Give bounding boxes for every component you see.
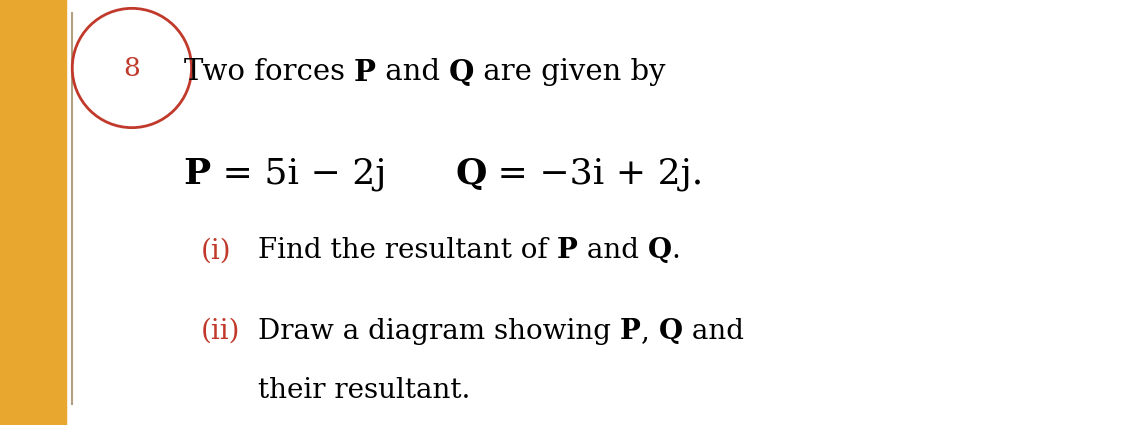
Text: Q: Q xyxy=(658,318,682,345)
Text: (ii): (ii) xyxy=(201,318,240,345)
Text: Q: Q xyxy=(455,157,486,191)
Text: and: and xyxy=(682,318,743,345)
FancyBboxPatch shape xyxy=(0,0,67,425)
Text: their resultant.: their resultant. xyxy=(258,377,470,405)
Text: .: . xyxy=(672,237,680,264)
Ellipse shape xyxy=(72,8,192,127)
Text: Q: Q xyxy=(647,237,672,264)
Text: and: and xyxy=(578,237,647,264)
Text: = −3i + 2j.: = −3i + 2j. xyxy=(486,157,703,191)
Text: 8: 8 xyxy=(124,56,140,80)
Text: P: P xyxy=(353,58,376,87)
Text: and: and xyxy=(376,58,448,86)
Text: ,: , xyxy=(641,318,658,345)
Text: P: P xyxy=(184,157,211,191)
Text: P: P xyxy=(556,237,578,264)
Text: P: P xyxy=(619,318,641,345)
Text: = 5i − 2j: = 5i − 2j xyxy=(211,157,387,191)
Text: Q: Q xyxy=(448,58,475,87)
Text: are given by: are given by xyxy=(475,58,666,86)
Text: Two forces: Two forces xyxy=(184,58,353,86)
Text: (i): (i) xyxy=(201,237,232,264)
Text: Find the resultant of: Find the resultant of xyxy=(258,237,556,264)
Text: Draw a diagram showing: Draw a diagram showing xyxy=(258,318,619,345)
